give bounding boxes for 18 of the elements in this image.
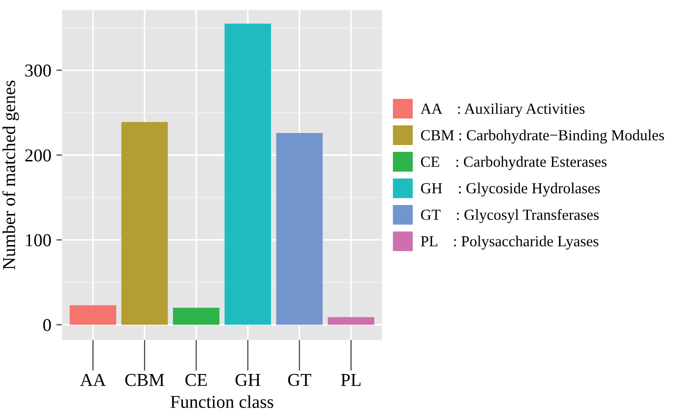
- y-tick-label: 100: [26, 234, 51, 246]
- x-tick-label: GT: [288, 374, 312, 386]
- y-axis-title: Number of matched genes: [2, 80, 19, 270]
- x-tick-label: PL: [341, 374, 360, 386]
- x-tick-label: CE: [185, 374, 207, 386]
- legend-label: GT : Glycosyl Transferases: [421, 209, 599, 224]
- x-tick-label: GH: [236, 374, 260, 386]
- y-tick-label: 200: [25, 149, 51, 162]
- x-tick-label: AA: [80, 374, 106, 386]
- y-tick-label: 300: [25, 64, 51, 77]
- x-tick-label: CBM: [125, 374, 164, 386]
- legend-label: CE : Carbohydrate Esterases: [421, 156, 607, 170]
- legend-label: AA : Auxiliary Activities: [420, 103, 585, 118]
- y-tick-label: 0: [43, 318, 51, 332]
- legend-label: CBM : Carbohydrate−Binding Modules: [421, 130, 664, 144]
- x-axis-title: Function class: [170, 395, 274, 408]
- legend-label: GH : Glycoside Hydrolases: [421, 182, 600, 197]
- legend-label: PL : Polysaccharide Lyases: [420, 236, 598, 250]
